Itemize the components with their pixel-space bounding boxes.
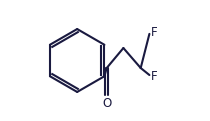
Text: O: O (102, 97, 111, 110)
Text: F: F (151, 26, 158, 39)
Text: F: F (151, 70, 158, 83)
